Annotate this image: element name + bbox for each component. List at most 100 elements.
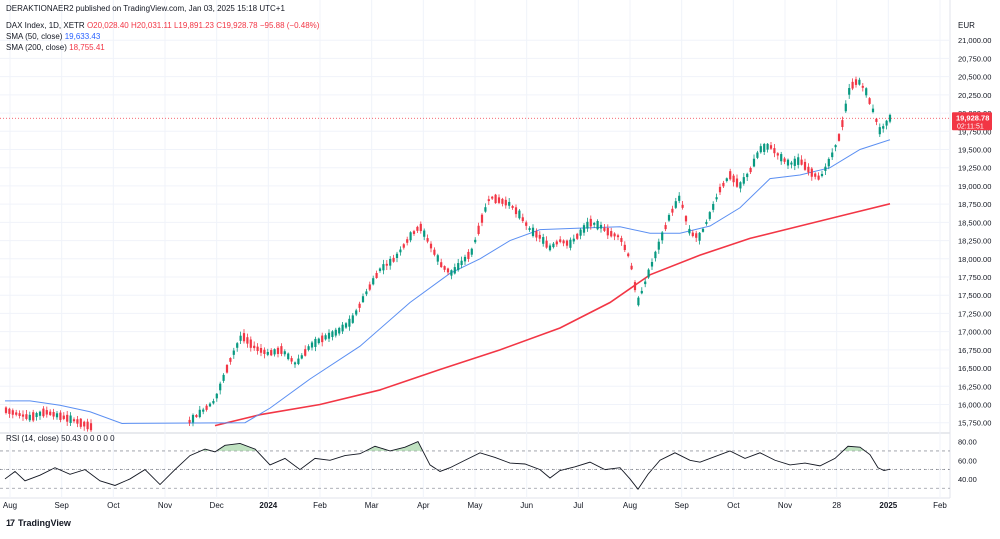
candle-body bbox=[433, 249, 436, 255]
candle-body bbox=[623, 244, 626, 251]
candle-body bbox=[348, 318, 351, 327]
tradingview-logo-text: TradingView bbox=[18, 518, 71, 528]
time-tick-label: Jun bbox=[520, 501, 533, 510]
candle-body bbox=[824, 166, 827, 171]
candle-body bbox=[882, 126, 885, 129]
candle-body bbox=[878, 127, 881, 135]
candle-body bbox=[457, 263, 460, 271]
candle-body bbox=[715, 197, 718, 200]
candle-body bbox=[844, 103, 847, 112]
candle-body bbox=[708, 212, 711, 219]
candle-body bbox=[474, 239, 477, 243]
candle-body bbox=[215, 393, 218, 399]
sma200-value: 18,755.41 bbox=[69, 43, 105, 52]
candle-body bbox=[582, 225, 586, 233]
candle-body bbox=[355, 310, 358, 315]
candle-body bbox=[650, 261, 654, 267]
price-tick-label: 20,750.00 bbox=[958, 54, 991, 63]
candle-body bbox=[15, 412, 18, 415]
candle-body bbox=[831, 152, 834, 158]
price-tick-label: 18,250.00 bbox=[958, 237, 991, 246]
candle-body bbox=[18, 413, 21, 417]
candle-body bbox=[236, 343, 239, 348]
candle-body bbox=[219, 383, 222, 391]
price-tick-label: 18,500.00 bbox=[958, 218, 991, 227]
candle-body bbox=[763, 143, 766, 152]
rsi-tick-label: 40.00 bbox=[958, 475, 977, 484]
candle-body bbox=[487, 199, 490, 202]
candle-body bbox=[32, 412, 35, 421]
candle-body bbox=[841, 120, 844, 127]
candle-body bbox=[661, 232, 664, 241]
sma200-label[interactable]: SMA (200, close) bbox=[6, 43, 67, 52]
candle-body bbox=[344, 323, 348, 328]
candle-body bbox=[395, 253, 399, 258]
candle-body bbox=[803, 161, 807, 170]
candle-body bbox=[372, 278, 375, 285]
time-tick-label: 2024 bbox=[259, 501, 277, 510]
candle-body bbox=[746, 173, 749, 178]
candle-body bbox=[620, 238, 623, 242]
candle-body bbox=[579, 229, 582, 236]
price-tick-label: 17,000.00 bbox=[958, 328, 991, 337]
candle-body bbox=[705, 221, 708, 224]
candle-body bbox=[535, 231, 538, 238]
candle-body bbox=[688, 228, 691, 234]
candle-body bbox=[654, 251, 657, 259]
candle-body bbox=[718, 186, 722, 193]
candle-body bbox=[385, 263, 388, 266]
candle-body bbox=[674, 201, 677, 208]
candle-body bbox=[508, 201, 511, 206]
candle-body bbox=[11, 410, 14, 415]
candle-body bbox=[283, 351, 286, 355]
candle-body bbox=[848, 88, 851, 95]
candle-body bbox=[888, 114, 892, 122]
candle-body bbox=[239, 335, 242, 341]
candle-body bbox=[463, 256, 467, 262]
candle-body bbox=[807, 166, 810, 173]
candle-body bbox=[72, 419, 76, 422]
candle-body bbox=[695, 233, 698, 238]
candles bbox=[4, 76, 892, 432]
candle-body bbox=[885, 120, 888, 126]
rsi-overbought-fill bbox=[200, 441, 865, 451]
rsi-tick-label: 80.00 bbox=[958, 438, 977, 447]
publish-line: DERAKTIONAER2 published on TradingView.c… bbox=[6, 4, 285, 13]
candle-body bbox=[837, 134, 841, 141]
candle-body bbox=[531, 227, 535, 236]
price-tick-label: 19,750.00 bbox=[958, 127, 991, 136]
time-tick-label: Aug bbox=[3, 501, 17, 510]
candle-body bbox=[637, 297, 640, 306]
ohlc-values: O20,028.40 H20,031.11 L19,891.23 C19,928… bbox=[86, 21, 320, 30]
candle-body bbox=[477, 225, 480, 234]
price-tick-label: 19,000.00 bbox=[958, 182, 991, 191]
candle-body bbox=[280, 346, 283, 354]
time-tick-label: Dec bbox=[210, 501, 224, 510]
candle-body bbox=[491, 196, 494, 199]
candle-body bbox=[606, 228, 609, 236]
sma200-line bbox=[214, 202, 891, 427]
tradingview-logo[interactable]: 17 TradingView bbox=[6, 518, 71, 528]
symbol-name[interactable]: DAX Index, 1D, XETR bbox=[6, 21, 85, 30]
candle-body bbox=[484, 207, 487, 212]
rsi-legend[interactable]: RSI (14, close) 50.43 0 0 0 0 0 bbox=[6, 434, 115, 443]
candle-body bbox=[21, 414, 25, 417]
candle-body bbox=[783, 158, 786, 162]
candle-body bbox=[259, 347, 263, 353]
candle-body bbox=[698, 232, 701, 241]
candle-body bbox=[756, 152, 759, 158]
candle-body bbox=[681, 204, 684, 208]
sma50-label[interactable]: SMA (50, close) bbox=[6, 32, 63, 41]
candle-body bbox=[4, 407, 8, 413]
candle-body bbox=[525, 222, 528, 226]
candle-body bbox=[28, 414, 31, 421]
rsi-label-text: RSI (14, close) bbox=[6, 434, 59, 443]
candle-body bbox=[324, 335, 327, 340]
candle-body bbox=[49, 411, 52, 415]
candle-body bbox=[701, 228, 705, 232]
price-tick-label: 17,750.00 bbox=[958, 273, 991, 282]
candle-body bbox=[776, 153, 779, 156]
indicator-legend: DAX Index, 1D, XETR O20,028.40 H20,031.1… bbox=[6, 20, 319, 53]
candle-body bbox=[545, 240, 548, 248]
